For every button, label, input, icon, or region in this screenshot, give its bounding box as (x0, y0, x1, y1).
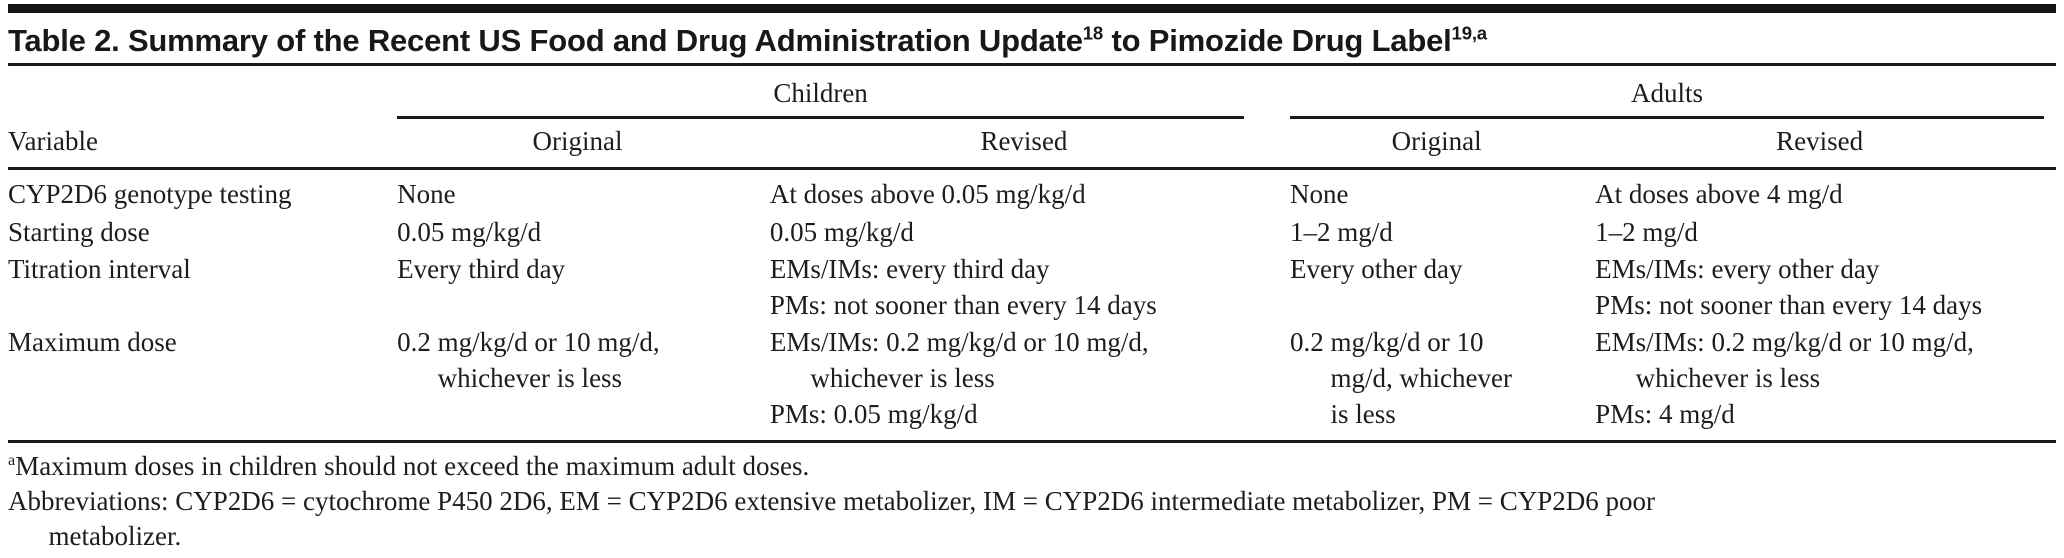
table-title: Table 2. Summary of the Recent US Food a… (8, 21, 2056, 63)
footnote-block: aMaximum doses in children should not ex… (8, 443, 2056, 554)
group-header-children-cell: Children (397, 68, 1290, 120)
column-header-adults-revised: Revised (1595, 119, 2056, 170)
cell-variable: Maximum dose (8, 325, 398, 444)
cell-adults-revised: 1–2 mg/d (1595, 216, 1698, 247)
cell-children-original: Every third day (397, 254, 566, 285)
table-row-titration-interval: Titration interval Every third day EMs/I… (8, 252, 2056, 325)
column-header-children-revised: Revised (769, 119, 1291, 170)
footnote-a-text: Maximum doses in children should not exc… (15, 451, 810, 482)
cell-adults-original: 1–2 mg/d (1290, 216, 1393, 247)
cell-children-original: 0.05 mg/kg/d (397, 216, 542, 247)
group-header-row: Children Adults (8, 68, 2056, 120)
column-header-row: Variable Original Revised Original Revis… (8, 119, 2056, 170)
title-underline-rule (8, 62, 2056, 66)
cell-adults-revised: EMs/IMs: every other day PMs: not sooner… (1595, 254, 1983, 320)
title-ref-19a: 19,a (1451, 22, 1488, 44)
group-header-adults: Adults (1290, 76, 2044, 120)
column-header-children-original: Original (397, 119, 770, 170)
group-header-adults-cell: Adults (1290, 68, 2056, 120)
cell-adults-original: Every other day (1290, 254, 1463, 285)
title-ref-18: 18 (1082, 22, 1104, 44)
cell-adults-revised: At doses above 4 mg/d (1595, 178, 1843, 209)
top-rule (8, 4, 2056, 13)
footnote-abbreviations: Abbreviations: CYP2D6 = cytochrome P450 … (8, 486, 1656, 552)
cell-children-original: 0.2 mg/kg/d or 10 mg/d, whichever is les… (397, 325, 770, 444)
cell-adults-original: None (1290, 178, 1349, 209)
group-header-spacer (8, 68, 397, 120)
title-text-1: Table 2. Summary of the Recent US Food a… (8, 23, 1083, 58)
cell-children-original: None (397, 178, 456, 209)
table-row-maximum-dose: Maximum dose 0.2 mg/kg/d or 10 mg/d, whi… (8, 325, 2056, 444)
cell-children-revised: At doses above 0.05 mg/kg/d (769, 178, 1086, 209)
column-header-variable: Variable (8, 119, 398, 170)
table-row-starting-dose: Starting dose 0.05 mg/kg/d 0.05 mg/kg/d … (8, 215, 2056, 253)
drug-label-table: Children Adults Variable Original Revise… (8, 68, 2056, 444)
column-header-adults-original: Original (1290, 119, 1596, 170)
cell-adults-revised: EMs/IMs: 0.2 mg/kg/d or 10 mg/d, whichev… (1595, 325, 2056, 444)
footnote-a: aMaximum doses in children should not ex… (8, 449, 2056, 484)
cell-variable: Starting dose (8, 216, 150, 247)
cell-children-revised: EMs/IMs: 0.2 mg/kg/d or 10 mg/d, whichev… (769, 325, 1291, 444)
cell-adults-original: 0.2 mg/kg/d or 10 mg/d, whichever is les… (1290, 325, 1596, 444)
footnote-a-marker: a (8, 451, 16, 470)
cell-children-revised: EMs/IMs: every third day PMs: not sooner… (769, 254, 1157, 320)
title-text-2: to Pimozide Drug Label (1103, 23, 1452, 58)
table-row-genotype-testing: CYP2D6 genotype testing None At doses ab… (8, 168, 2056, 214)
cell-variable: CYP2D6 genotype testing (8, 178, 292, 209)
cell-children-revised: 0.05 mg/kg/d (769, 216, 914, 247)
cell-variable: Titration interval (8, 254, 191, 285)
group-header-children: Children (397, 76, 1245, 120)
